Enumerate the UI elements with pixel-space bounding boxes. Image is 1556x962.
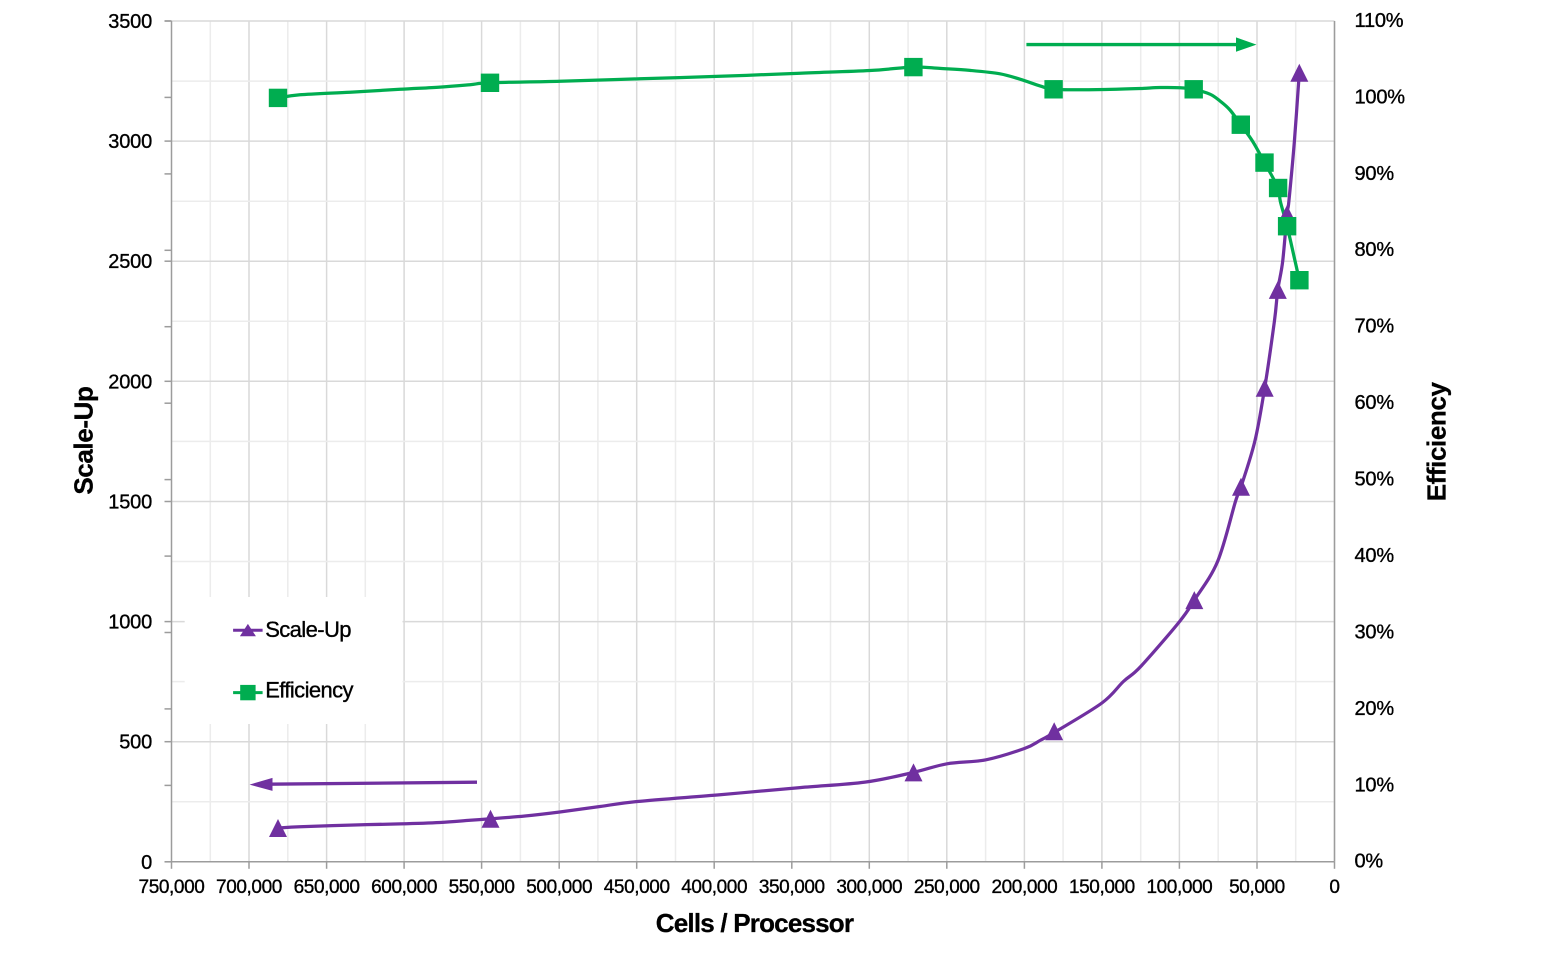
svg-text:0: 0	[1329, 877, 1339, 898]
svg-text:0: 0	[141, 852, 152, 874]
svg-text:200,000: 200,000	[991, 877, 1057, 898]
svg-text:Efficiency: Efficiency	[265, 678, 353, 703]
svg-text:100%: 100%	[1355, 86, 1406, 108]
svg-text:1000: 1000	[108, 612, 152, 634]
svg-text:450,000: 450,000	[604, 877, 670, 898]
svg-text:500: 500	[119, 732, 152, 754]
svg-text:3500: 3500	[108, 11, 152, 33]
svg-text:80%: 80%	[1355, 239, 1395, 261]
svg-text:0%: 0%	[1355, 851, 1384, 873]
svg-text:600,000: 600,000	[371, 877, 437, 898]
svg-text:2500: 2500	[108, 251, 152, 273]
svg-text:Scale-Up: Scale-Up	[69, 387, 99, 495]
svg-text:750,000: 750,000	[139, 877, 205, 898]
svg-text:500,000: 500,000	[526, 877, 592, 898]
svg-text:50,000: 50,000	[1229, 877, 1285, 898]
svg-text:250,000: 250,000	[914, 877, 980, 898]
svg-text:60%: 60%	[1355, 392, 1395, 414]
svg-text:550,000: 550,000	[449, 877, 515, 898]
svg-text:650,000: 650,000	[294, 877, 360, 898]
svg-text:50%: 50%	[1355, 469, 1395, 491]
svg-text:110%: 110%	[1355, 10, 1404, 32]
svg-text:Efficiency: Efficiency	[1422, 382, 1452, 502]
svg-text:90%: 90%	[1355, 163, 1395, 185]
svg-text:20%: 20%	[1355, 698, 1395, 720]
svg-text:10%: 10%	[1355, 774, 1395, 796]
svg-text:700,000: 700,000	[216, 877, 282, 898]
svg-text:30%: 30%	[1355, 621, 1395, 643]
svg-text:Cells / Processor: Cells / Processor	[656, 908, 854, 938]
svg-text:70%: 70%	[1355, 316, 1395, 338]
svg-text:100,000: 100,000	[1146, 877, 1212, 898]
svg-text:Scale-Up: Scale-Up	[265, 617, 351, 642]
svg-text:1500: 1500	[108, 492, 152, 514]
svg-text:350,000: 350,000	[759, 877, 825, 898]
svg-text:2000: 2000	[108, 371, 152, 393]
svg-text:3000: 3000	[108, 131, 152, 153]
svg-text:40%: 40%	[1355, 545, 1395, 567]
svg-text:150,000: 150,000	[1069, 877, 1135, 898]
svg-text:300,000: 300,000	[836, 877, 902, 898]
svg-text:400,000: 400,000	[681, 877, 747, 898]
